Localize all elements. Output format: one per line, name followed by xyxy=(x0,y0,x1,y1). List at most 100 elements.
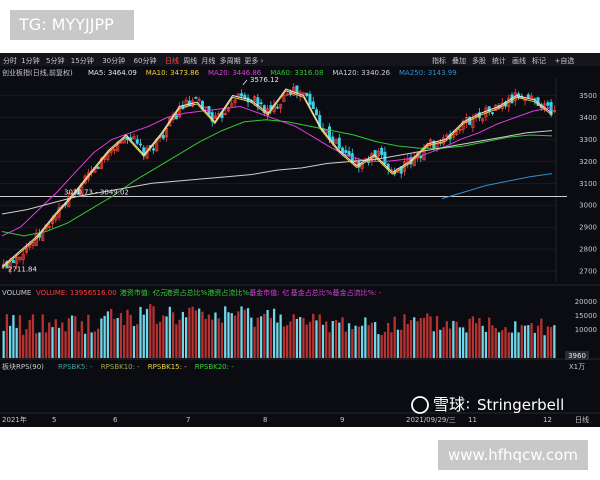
volume-bar xyxy=(162,315,165,358)
period-tab-2[interactable]: 5分钟 xyxy=(46,56,64,65)
volume-bar xyxy=(126,309,129,358)
volume-bar xyxy=(54,319,57,358)
vol-tick-0: 10000 xyxy=(575,326,597,334)
ma-legend-3: MA60: 3316.08 xyxy=(270,69,323,77)
candle-body xyxy=(223,113,227,115)
volume-bar xyxy=(435,315,439,358)
rps-legend-0: RPSBK5: - xyxy=(58,363,93,371)
tool-2[interactable]: 多股 xyxy=(472,56,486,65)
volume-bar xyxy=(295,318,299,358)
volume-bar xyxy=(214,312,217,358)
volume-bar xyxy=(543,335,546,358)
volume-bar xyxy=(113,319,116,358)
candle-body xyxy=(380,147,384,155)
volume-bar xyxy=(142,314,145,358)
volume-bar xyxy=(360,325,364,358)
volume-bar xyxy=(517,332,520,358)
candle-body xyxy=(259,102,263,105)
volume-legend-3: 港资占总比%: - xyxy=(166,288,215,297)
candle-body xyxy=(285,93,289,96)
volume-legend-5: 基金市值: - xyxy=(249,288,285,297)
ma-legend-1: MA10: 3473.86 xyxy=(146,69,200,77)
volume-legend-2: 亿元 xyxy=(153,288,167,297)
volume-bar xyxy=(132,326,136,358)
candle-body xyxy=(526,94,530,99)
volume-bar xyxy=(269,317,272,358)
period-tab-9[interactable]: 多周期 xyxy=(220,56,241,65)
volume-bar xyxy=(448,328,452,358)
volume-title: VOLUME xyxy=(2,289,31,297)
candle-body xyxy=(419,155,423,159)
y-tick-1: 2800 xyxy=(579,246,597,254)
tool-0[interactable]: 指标 xyxy=(432,56,446,65)
candle-body xyxy=(204,106,208,109)
volume-bar xyxy=(38,332,41,358)
volume-bar xyxy=(380,334,383,358)
candle-body xyxy=(282,94,286,102)
brand-en: Stringerbell xyxy=(477,396,564,414)
period-tab-7[interactable]: 周线 xyxy=(183,56,197,65)
volume-bar xyxy=(553,325,556,358)
volume-bar xyxy=(445,321,448,358)
volume-bar xyxy=(370,322,374,358)
volume-bar xyxy=(184,317,188,358)
volume-bar xyxy=(165,316,168,358)
period-tab-5[interactable]: 60分钟 xyxy=(134,56,157,65)
volume-bar xyxy=(276,322,279,358)
volume-bar xyxy=(484,331,488,358)
candle-body xyxy=(54,216,58,221)
candle-body xyxy=(99,157,103,169)
volume-bar xyxy=(347,323,351,358)
brand-sep: ∶ xyxy=(466,396,470,414)
ma20-line xyxy=(1,105,553,237)
y-tick-6: 3300 xyxy=(579,136,597,144)
candle-body xyxy=(301,92,305,95)
candle-body xyxy=(481,118,485,122)
volume-bar xyxy=(31,314,35,358)
volume-bar xyxy=(204,318,207,358)
volume-bar xyxy=(364,317,367,358)
candle-body xyxy=(213,115,217,119)
volume-legend-0: VOLUME: 13956516.00 xyxy=(36,289,117,297)
volume-bar xyxy=(530,323,533,358)
period-tab-8[interactable]: 月线 xyxy=(201,56,215,65)
period-tab-0[interactable]: 分时 xyxy=(3,56,17,65)
volume-bar xyxy=(328,332,331,358)
volume-bar xyxy=(501,330,504,358)
candle-body xyxy=(402,161,406,172)
volume-bar xyxy=(246,308,250,358)
tool-3[interactable]: 统计 xyxy=(492,56,506,65)
volume-bar xyxy=(325,321,328,358)
volume-bar xyxy=(458,327,462,358)
volume-bar xyxy=(70,315,74,358)
price-annotation-0: 3576.12 xyxy=(250,76,279,84)
volume-bar xyxy=(523,325,527,358)
volume-bar xyxy=(211,319,214,358)
volume-bar xyxy=(282,326,286,358)
volume-bar xyxy=(194,310,198,358)
stock-chart: 分时 1分钟 5分钟 15分钟 30分钟 60分钟 日线 周线 月线 多周期 更多 › +自选标记画线… xyxy=(0,53,600,427)
volume-bar xyxy=(139,306,142,358)
tool-1[interactable]: 叠加 xyxy=(452,56,466,65)
x-label-0: 2021年 xyxy=(2,415,27,424)
volume-bar xyxy=(77,331,80,358)
period-tab-10[interactable]: 更多 › xyxy=(244,56,263,65)
volume-bar xyxy=(354,325,357,358)
candle-body xyxy=(308,93,312,105)
candle-body xyxy=(11,260,15,263)
ma-legend-0: MA5: 3464.09 xyxy=(88,69,137,77)
period-tab-6[interactable]: 日线 xyxy=(165,56,179,65)
y-tick-2: 2900 xyxy=(579,224,597,232)
ma250-line xyxy=(441,173,553,200)
period-tab-1[interactable]: 1分钟 xyxy=(21,56,39,65)
volume-bar xyxy=(429,316,432,358)
period-tab-4[interactable]: 30分钟 xyxy=(102,56,125,65)
y-tick-0: 2700 xyxy=(579,268,597,276)
tool-6[interactable]: +自选 xyxy=(555,56,575,65)
tool-4[interactable]: 画线 xyxy=(512,56,526,65)
tool-5[interactable]: 标记 xyxy=(532,56,546,65)
xueqiu-logo-icon xyxy=(411,396,429,414)
volume-bar xyxy=(510,332,514,358)
period-tab-3[interactable]: 15分钟 xyxy=(71,56,94,65)
candle-body xyxy=(18,256,22,260)
